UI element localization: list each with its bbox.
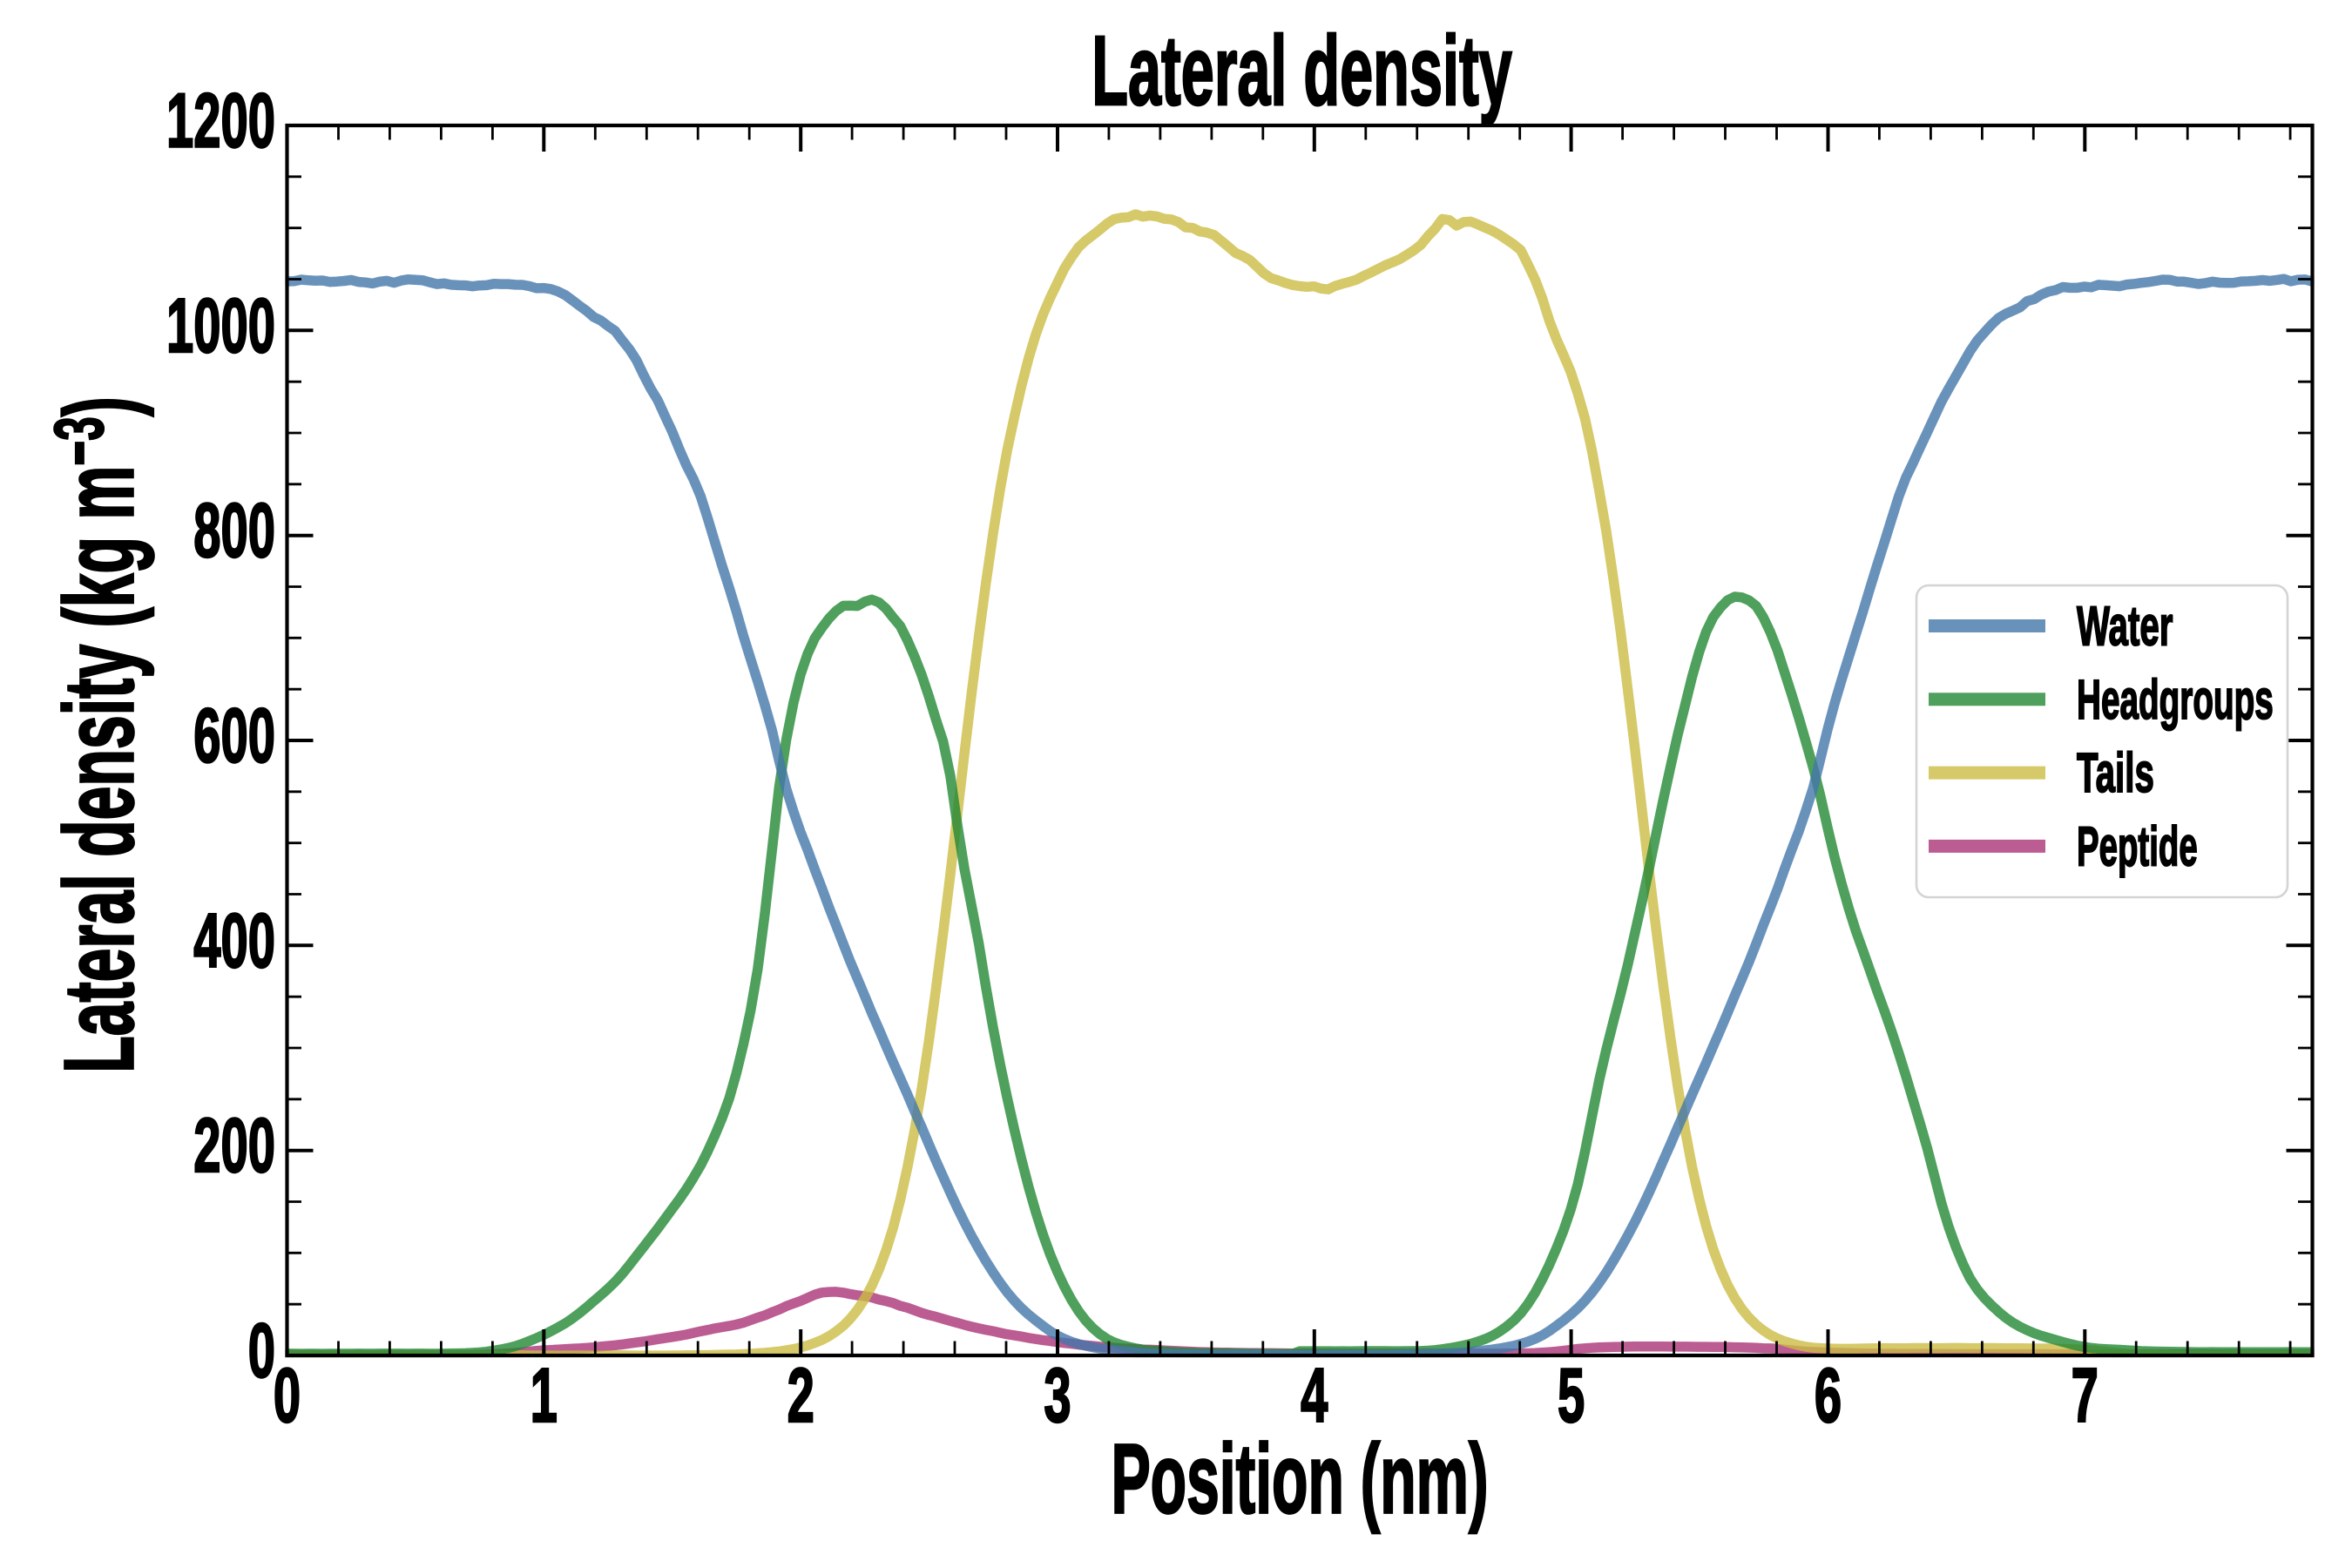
svg-text:1: 1 (531, 1352, 558, 1438)
svg-text:200: 200 (193, 1102, 275, 1188)
svg-text:5: 5 (1558, 1352, 1585, 1438)
svg-text:7: 7 (2072, 1352, 2099, 1438)
svg-text:4: 4 (1301, 1352, 1328, 1438)
svg-text:0: 0 (274, 1352, 301, 1438)
svg-text:400: 400 (193, 897, 275, 983)
svg-text:1000: 1000 (166, 282, 275, 368)
svg-text:Headgroups: Headgroups (2077, 669, 2274, 731)
svg-text:600: 600 (193, 693, 275, 779)
svg-text:Tails: Tails (2077, 743, 2154, 805)
svg-text:Water: Water (2077, 596, 2173, 658)
svg-text:3: 3 (1044, 1352, 1071, 1438)
svg-text:2: 2 (787, 1352, 814, 1438)
svg-text:6: 6 (1815, 1352, 1842, 1438)
svg-text:800: 800 (193, 487, 275, 573)
svg-text:Lateral density: Lateral density (1092, 15, 1512, 125)
svg-text:0: 0 (248, 1308, 275, 1394)
svg-text:1200: 1200 (166, 78, 275, 164)
svg-text:Position (nm): Position (nm) (1111, 1424, 1488, 1534)
svg-text:Peptide: Peptide (2077, 815, 2198, 878)
svg-text:Lateral density (kg m−3): Lateral density (kg m−3) (41, 396, 154, 1073)
